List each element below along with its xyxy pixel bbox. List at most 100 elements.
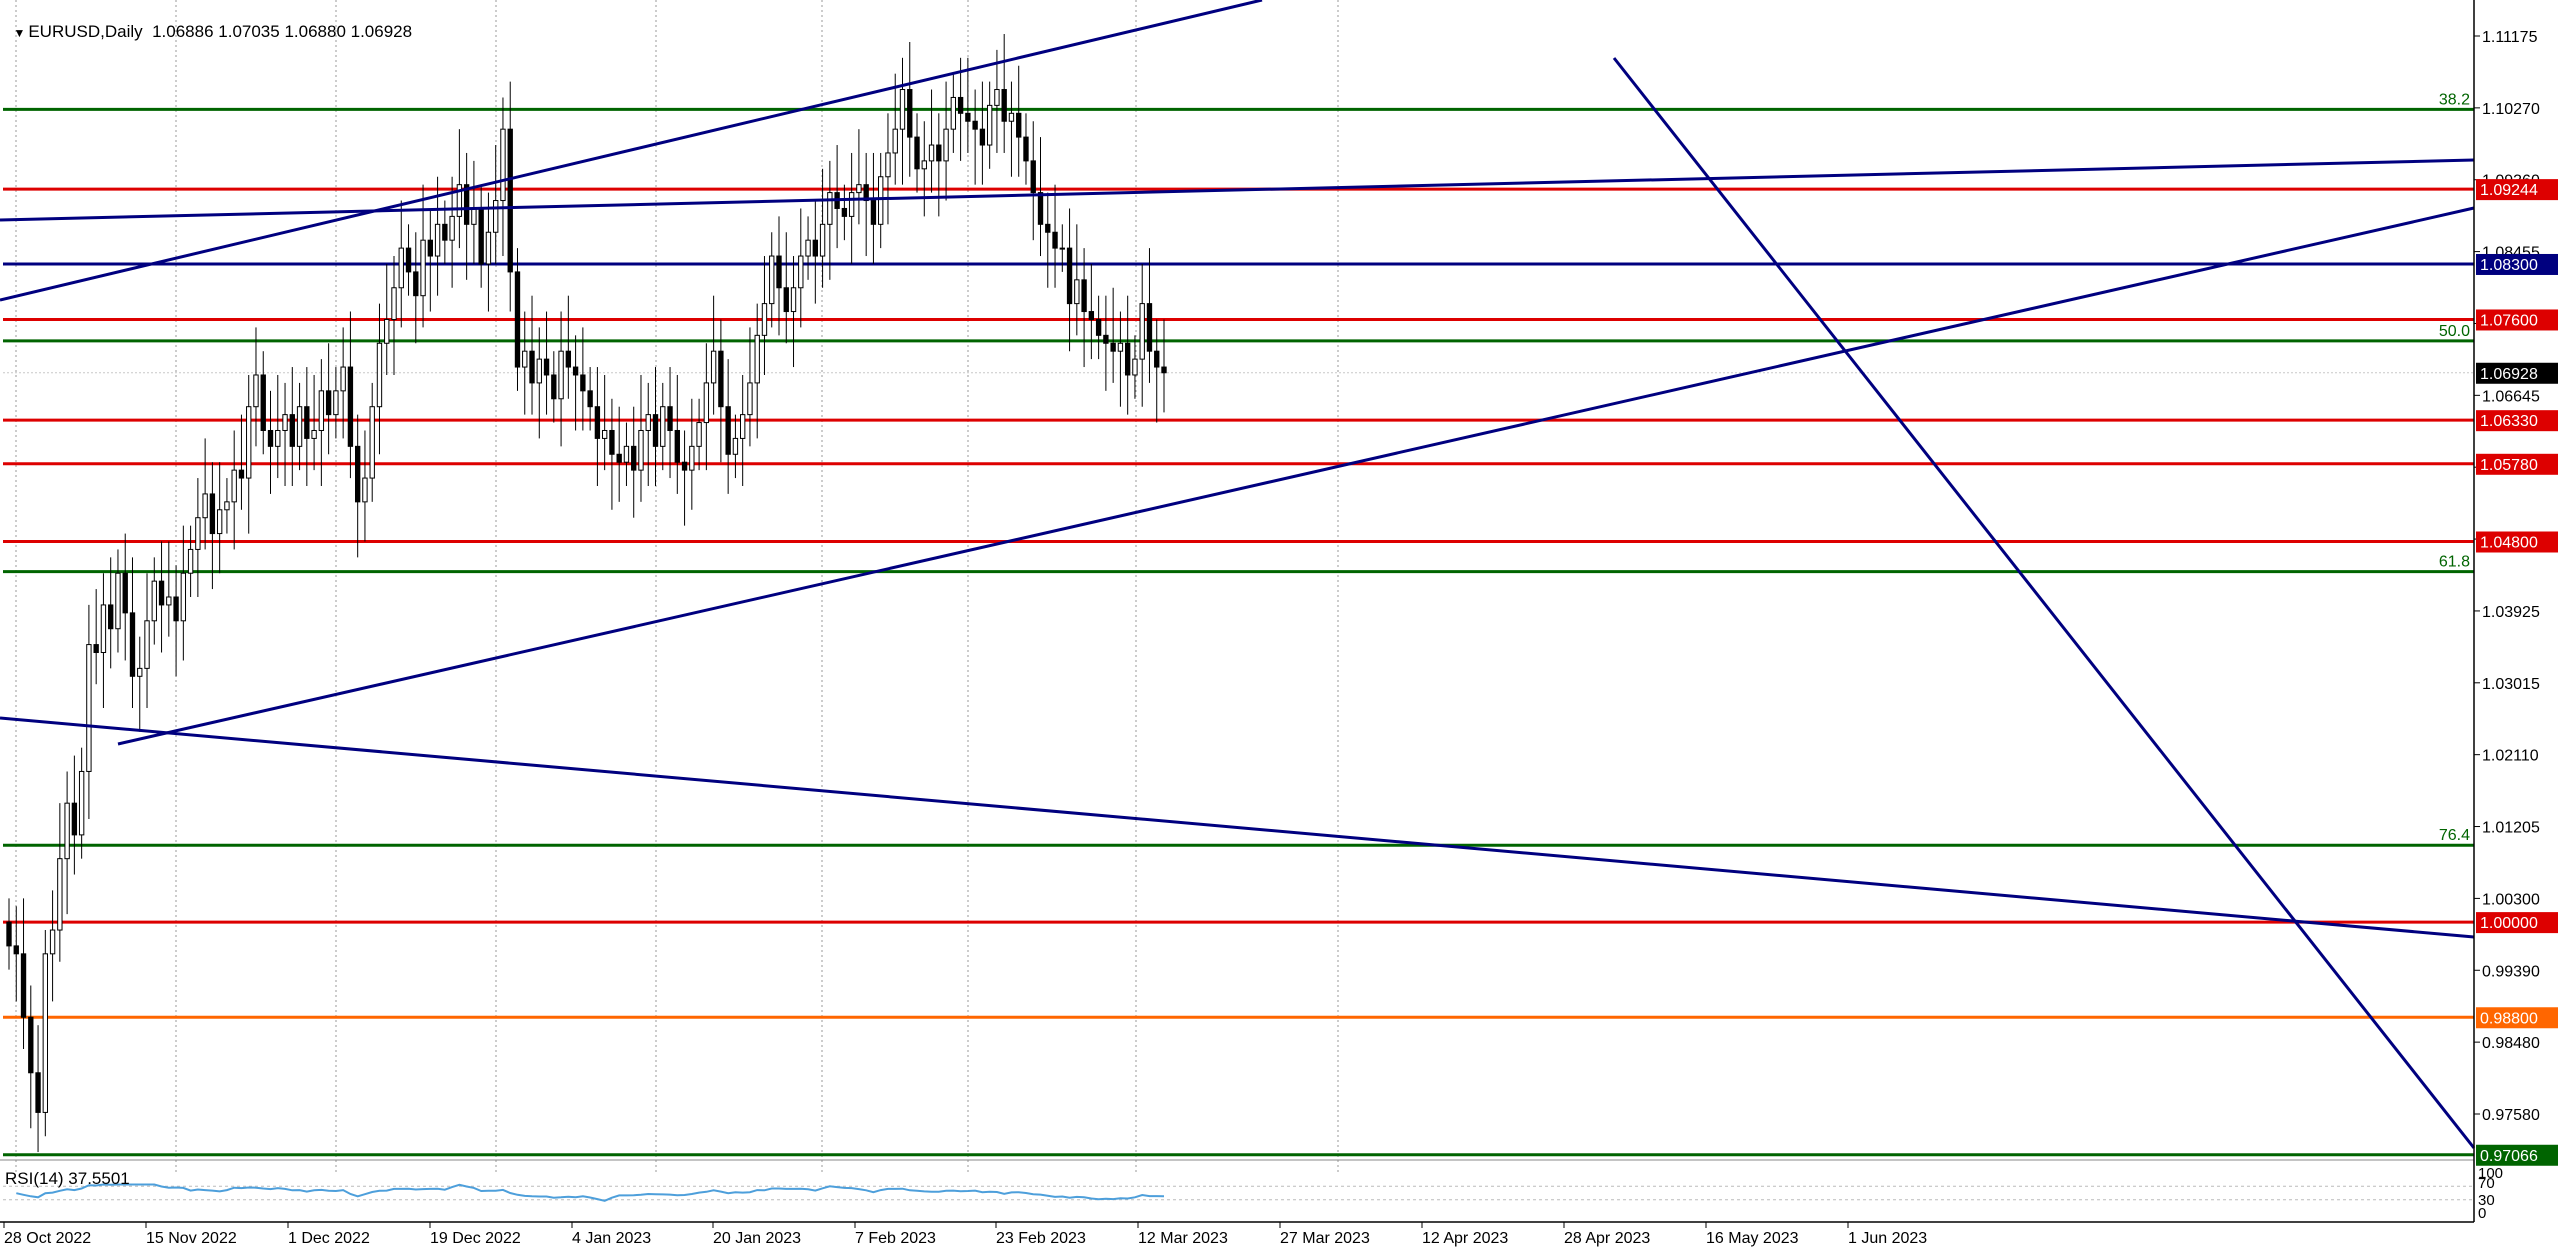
price-tag-label: 1.04800: [2480, 534, 2538, 551]
time-axis-label: 27 Mar 2023: [1280, 1230, 1370, 1247]
rising-support-trendline: [117, 206, 2475, 746]
candle: [696, 422, 702, 447]
candle: [718, 350, 724, 408]
price-tag-1.08300: [2476, 253, 2558, 275]
candle: [798, 255, 804, 289]
candle: [776, 255, 782, 289]
candle: [289, 414, 295, 447]
price-axis-label: 1.03925: [2482, 604, 2540, 621]
candle: [572, 366, 579, 376]
price-tag-1.07600: [2476, 309, 2558, 331]
candle: [848, 192, 855, 217]
candle: [587, 390, 593, 408]
candle: [580, 374, 586, 392]
candle: [1161, 366, 1167, 374]
candle: [100, 604, 107, 654]
candle: [1045, 223, 1051, 233]
fib-label: 38.2: [2439, 91, 2470, 108]
price-axis-label: 1.01205: [2482, 820, 2540, 837]
candle: [827, 192, 833, 225]
ohlc-values: 1.06886 1.07035 1.06880 1.06928: [152, 22, 413, 41]
candle: [1103, 334, 1109, 344]
triangle-down-icon[interactable]: ▼: [13, 26, 26, 40]
candle: [892, 128, 898, 154]
candle: [536, 358, 542, 384]
fib-label: 61.8: [2439, 554, 2470, 571]
candle: [195, 517, 201, 550]
candle: [1132, 358, 1138, 376]
candle: [282, 414, 288, 431]
price-tag-1.06330: [2476, 410, 2558, 432]
candle: [1081, 279, 1087, 313]
candle: [885, 152, 891, 178]
candle: [238, 469, 245, 479]
candle: [71, 802, 78, 836]
price-axis-label: 1.06645: [2482, 388, 2540, 405]
candle: [376, 342, 383, 408]
candle: [914, 136, 920, 170]
candle: [93, 644, 99, 654]
candle: [340, 366, 346, 392]
candle: [638, 429, 644, 471]
candle: [1088, 311, 1095, 320]
time-axis-label: 7 Feb 2023: [855, 1230, 936, 1247]
candle: [623, 445, 630, 463]
candle: [689, 445, 695, 471]
candle: [231, 469, 237, 503]
candle: [950, 96, 957, 130]
candle: [209, 493, 216, 535]
candlestick-series: [6, 34, 1167, 1153]
candle: [725, 406, 731, 455]
candle: [1001, 89, 1007, 122]
trendlines[interactable]: [0, 0, 2476, 1149]
chart-title[interactable]: ▼ EURUSD,Daily 1.06886 1.07035 1.06880 1.…: [4, 2, 412, 42]
price-axis-label: 1.02110: [2482, 748, 2539, 765]
rsi-label: RSI(14) 37.5501: [5, 1169, 130, 1188]
candle: [463, 184, 470, 225]
falling-trendline: [0, 716, 2475, 939]
candle: [979, 128, 986, 146]
candle: [805, 239, 811, 257]
price-tag-label: 1.07600: [2480, 312, 2538, 329]
candle: [1008, 112, 1015, 122]
price-axis-label: 0.99390: [2482, 963, 2540, 980]
candle: [645, 414, 651, 431]
candle: [333, 390, 339, 416]
candle: [6, 921, 12, 947]
candle: [957, 96, 964, 114]
candle: [674, 429, 680, 463]
price-tag-label: 0.97066: [2480, 1148, 2538, 1165]
candle: [667, 406, 673, 431]
candle: [1030, 160, 1036, 194]
time-axis-label: 20 Jan 2023: [713, 1230, 801, 1247]
candle: [405, 247, 412, 273]
price-tag-0.98800: [2476, 1007, 2558, 1029]
candle: [514, 271, 521, 368]
rsi-scale-label: 0: [2478, 1205, 2486, 1222]
candle: [856, 184, 862, 194]
time-axis-label: 28 Apr 2023: [1564, 1230, 1650, 1247]
time-axis-label: 1 Jun 2023: [1848, 1230, 1927, 1247]
candle: [907, 89, 913, 138]
candle: [115, 572, 121, 630]
price-tag-label: 1.09244: [2480, 182, 2538, 199]
candle: [986, 104, 993, 146]
candle: [740, 414, 746, 439]
candle: [86, 644, 92, 772]
candle: [478, 207, 484, 265]
candle: [246, 406, 252, 479]
price-tag-0.97066: [2476, 1144, 2558, 1166]
candle: [1146, 303, 1153, 352]
candle: [1052, 231, 1058, 249]
candle: [166, 596, 172, 606]
candle: [601, 429, 608, 439]
price-axis-label: 1.03015: [2482, 676, 2540, 693]
price-tag-label: 1.00000: [2480, 915, 2538, 932]
time-axis-label: 15 Nov 2022: [146, 1230, 237, 1247]
candle: [202, 493, 208, 519]
candle: [449, 215, 455, 241]
candle: [493, 200, 499, 233]
time-axis-label: 12 Mar 2023: [1138, 1230, 1228, 1247]
